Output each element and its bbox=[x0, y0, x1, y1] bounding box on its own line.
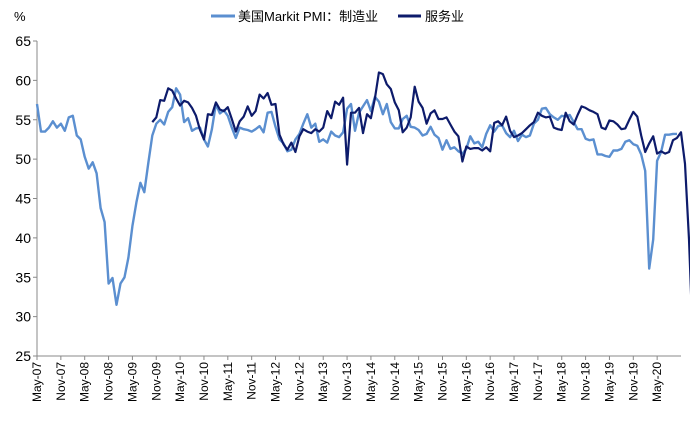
series-line-services bbox=[151, 71, 690, 296]
x-tick-label: May-19 bbox=[602, 362, 616, 402]
y-unit-label: % bbox=[14, 9, 26, 24]
x-tick-label: Nov-17 bbox=[531, 362, 545, 401]
y-tick-label: 45 bbox=[15, 191, 31, 207]
x-tick-label: Nov-13 bbox=[340, 362, 354, 401]
x-tick-label: Nov-19 bbox=[626, 362, 640, 401]
axes bbox=[36, 41, 681, 357]
x-tick-label: Nov-07 bbox=[54, 362, 68, 401]
y-tick-label: 35 bbox=[15, 269, 31, 285]
x-tick-label: May-08 bbox=[78, 362, 92, 402]
y-tick-label: 40 bbox=[15, 230, 31, 246]
x-tick-label: May-16 bbox=[459, 362, 473, 402]
y-axis-ticks: 25 30 35 40 45 50 55 60 65 bbox=[15, 33, 37, 364]
y-tick-label: 25 bbox=[15, 348, 31, 364]
x-tick-label: Nov-11 bbox=[245, 362, 259, 400]
legend-label-manufacturing: 美国Markit PMI：制造业 bbox=[238, 9, 378, 24]
x-tick-label: Nov-10 bbox=[197, 362, 211, 401]
x-tick-label: Nov-14 bbox=[388, 362, 402, 401]
x-tick-label: May-12 bbox=[269, 362, 283, 402]
legend: 美国Markit PMI：制造业 服务业 bbox=[211, 9, 464, 24]
x-tick-label: Nov-12 bbox=[292, 362, 306, 401]
y-tick-label: 50 bbox=[15, 151, 31, 167]
x-tick-label: May-17 bbox=[507, 362, 521, 402]
y-tick-label: 30 bbox=[15, 309, 31, 325]
y-tick-label: 65 bbox=[15, 33, 31, 49]
x-tick-label: Nov-15 bbox=[435, 362, 449, 401]
x-tick-label: May-15 bbox=[412, 362, 426, 402]
x-tick-label: May-07 bbox=[30, 362, 44, 402]
x-tick-label: May-18 bbox=[555, 362, 569, 402]
x-tick-label: May-13 bbox=[316, 362, 330, 402]
x-tick-label: Nov-08 bbox=[102, 362, 116, 401]
x-axis-ticks: May-07 Nov-07 May-08 Nov-08 May-09 Nov-09 May-… bbox=[30, 356, 664, 402]
x-tick-label: May-09 bbox=[125, 362, 139, 402]
x-tick-label: May-11 bbox=[221, 362, 235, 401]
x-tick-label: May-10 bbox=[173, 362, 187, 402]
x-tick-label: Nov-09 bbox=[149, 362, 163, 401]
x-tick-label: May-20 bbox=[650, 362, 664, 402]
series-line-manufacturing bbox=[35, 87, 677, 306]
x-tick-label: May-14 bbox=[364, 362, 378, 402]
legend-label-services: 服务业 bbox=[425, 9, 464, 24]
y-tick-label: 60 bbox=[15, 72, 31, 88]
y-tick-label: 55 bbox=[15, 112, 31, 128]
series-lines bbox=[35, 71, 690, 306]
x-tick-label: Nov-16 bbox=[483, 362, 497, 401]
x-tick-label: Nov-18 bbox=[579, 362, 593, 401]
